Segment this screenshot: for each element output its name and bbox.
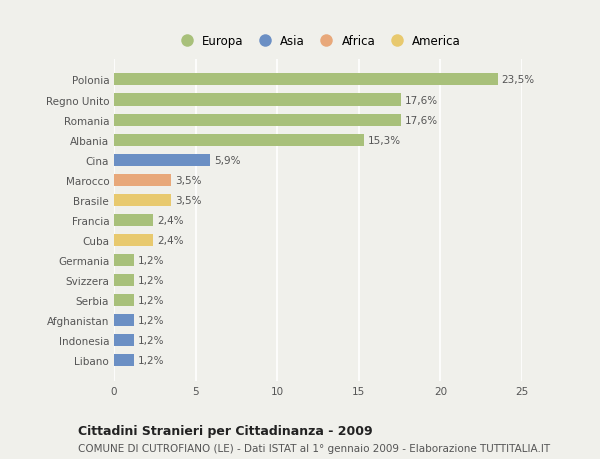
Text: 23,5%: 23,5%: [502, 75, 535, 85]
Bar: [114, 74, 497, 86]
Bar: [114, 174, 171, 186]
Text: 1,2%: 1,2%: [137, 275, 164, 285]
Text: 17,6%: 17,6%: [406, 95, 439, 105]
Text: 17,6%: 17,6%: [406, 115, 439, 125]
Text: 3,5%: 3,5%: [175, 175, 202, 185]
Bar: [114, 314, 134, 326]
Bar: [114, 294, 134, 306]
Bar: [114, 354, 134, 366]
Bar: [114, 194, 171, 206]
Bar: [114, 134, 364, 146]
Text: 1,2%: 1,2%: [137, 336, 164, 345]
Legend: Europa, Asia, Africa, America: Europa, Asia, Africa, America: [170, 30, 466, 53]
Text: 5,9%: 5,9%: [214, 155, 241, 165]
Text: COMUNE DI CUTROFIANO (LE) - Dati ISTAT al 1° gennaio 2009 - Elaborazione TUTTITA: COMUNE DI CUTROFIANO (LE) - Dati ISTAT a…: [78, 443, 550, 453]
Text: 2,4%: 2,4%: [157, 235, 184, 245]
Bar: [114, 214, 153, 226]
Text: 1,2%: 1,2%: [137, 255, 164, 265]
Text: 1,2%: 1,2%: [137, 315, 164, 325]
Text: 1,2%: 1,2%: [137, 295, 164, 305]
Bar: [114, 274, 134, 286]
Bar: [114, 254, 134, 266]
Bar: [114, 235, 153, 246]
Bar: [114, 154, 210, 166]
Text: 1,2%: 1,2%: [137, 355, 164, 365]
Text: 3,5%: 3,5%: [175, 196, 202, 205]
Text: Cittadini Stranieri per Cittadinanza - 2009: Cittadini Stranieri per Cittadinanza - 2…: [78, 425, 373, 437]
Bar: [114, 114, 401, 126]
Bar: [114, 334, 134, 347]
Bar: [114, 94, 401, 106]
Text: 2,4%: 2,4%: [157, 215, 184, 225]
Text: 15,3%: 15,3%: [368, 135, 401, 146]
